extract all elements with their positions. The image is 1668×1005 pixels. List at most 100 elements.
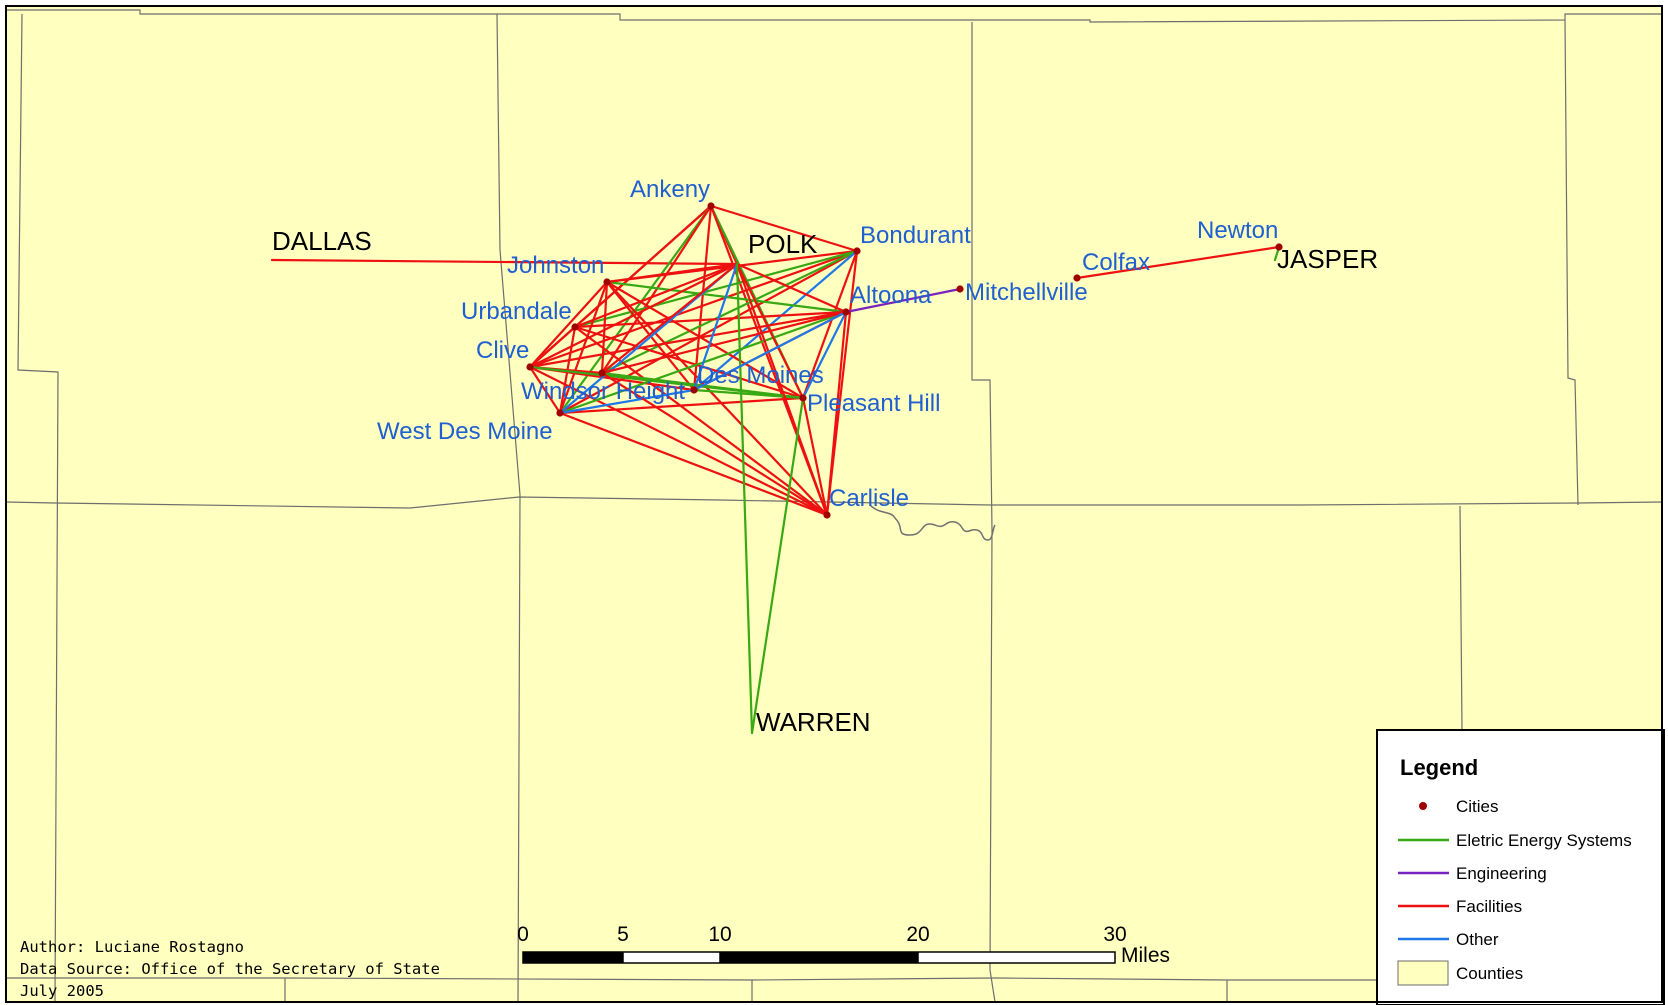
legend-label-counties: Counties (1456, 964, 1523, 983)
connection-other-57 (692, 310, 848, 392)
scale-bar-seg-0-5 (523, 952, 623, 963)
connection-facilities-51 (735, 262, 848, 314)
connection-facilities-41 (558, 411, 829, 517)
county-borders (5, 9, 1663, 1003)
connection-other-49 (692, 262, 739, 392)
scale-unit: Miles (1121, 944, 1170, 967)
city-label-johnston: Johnston (507, 252, 604, 279)
legend-swatch-counties (1397, 960, 1449, 986)
connection-facilities-16 (801, 249, 859, 400)
city-label-colfax: Colfax (1082, 249, 1150, 276)
legend-label-cities: Cities (1456, 797, 1499, 816)
connection-other-43 (558, 388, 696, 415)
connection-facilities-31 (573, 262, 739, 329)
connection-eletric-12 (573, 249, 859, 329)
city-dot-windsor-heights[interactable] (598, 369, 606, 377)
city-label-des-moines: Des Moines (697, 362, 824, 389)
legend-title: Legend (1400, 755, 1478, 780)
connection-eletric-54 (735, 262, 754, 735)
connection-facilities-37 (528, 365, 829, 517)
connection-eletric-14 (600, 249, 859, 375)
scale-tick-10: 10 (708, 923, 731, 946)
connection-facilities-30 (573, 325, 829, 517)
connection-facilities-18 (528, 280, 609, 369)
county-label-dallas: DALLAS (272, 226, 372, 256)
city-label-clive: Clive (476, 337, 529, 364)
credit-source: Data Source: Office of the Secretary of … (20, 960, 440, 978)
city-dot-ankeny[interactable] (707, 202, 715, 210)
city-dot-pleasant-hill[interactable] (799, 394, 807, 402)
city-dot-mitchellville[interactable] (956, 285, 964, 293)
connection-facilities-59 (801, 396, 829, 517)
city-label-mitchellville: Mitchellville (965, 279, 1088, 306)
county-label-warren: WARREN (756, 707, 871, 737)
connection-facilities-29 (573, 325, 805, 400)
city-label-carlisle: Carlisle (829, 485, 909, 512)
city-label-ankeny: Ankeny (630, 176, 710, 203)
connection-facilities-27 (528, 325, 577, 369)
credit-date: July 2005 (20, 982, 104, 1000)
connection-other-55 (801, 310, 848, 400)
city-dot-johnston[interactable] (603, 278, 611, 286)
connection-facilities-9 (709, 204, 859, 253)
scale-bar-seg-10-20 (720, 952, 918, 963)
scale-bar: 0 5 10 20 30 Miles (517, 923, 1170, 967)
connection-facilities-61 (1075, 245, 1281, 280)
connection-facilities-25 (605, 262, 739, 284)
connection-facilities-20 (558, 280, 609, 415)
city-dot-carlisle[interactable] (823, 511, 831, 519)
connection-facilities-0 (270, 258, 739, 266)
city-label-west-des-moines: West Des Moine (377, 418, 553, 445)
city-label-bondurant: Bondurant (860, 222, 971, 249)
map-frame (5, 5, 1663, 1003)
connection-facilities-52 (735, 262, 805, 400)
county-label-jasper: JASPER (1277, 244, 1378, 274)
connection-facilities-5 (600, 204, 713, 375)
connection-eletric-4 (558, 204, 713, 415)
connection-facilities-56 (825, 310, 848, 517)
connection-facilities-26 (573, 310, 848, 329)
connection-facilities-53 (735, 262, 829, 517)
scale-tick-20: 20 (906, 923, 929, 946)
connection-lines (270, 204, 1281, 735)
legend-swatch-cities (1419, 802, 1427, 810)
city-label-altoona: Altoona (850, 282, 932, 309)
connection-eletric-60 (750, 396, 805, 735)
scale-tick-30: 30 (1103, 923, 1126, 946)
connection-engineering-58 (844, 287, 962, 314)
connection-facilities-6 (692, 204, 713, 392)
legend: Legend Cities Eletric Energy Systems Eng… (1376, 729, 1665, 1005)
connection-facilities-40 (558, 396, 805, 415)
legend-label-eletric: Eletric Energy Systems (1456, 831, 1632, 850)
connection-facilities-21 (600, 280, 609, 375)
connection-facilities-32 (528, 310, 848, 369)
legend-label-facilities: Facilities (1456, 897, 1522, 916)
city-dots (526, 202, 1283, 519)
city-dot-west-des-moines[interactable] (556, 409, 564, 417)
legend-box (1376, 729, 1665, 1005)
scale-tick-5: 5 (617, 923, 629, 946)
county-label-polk: POLK (748, 229, 818, 259)
city-dot-clive[interactable] (526, 363, 534, 371)
city-label-urbandale: Urbandale (461, 298, 572, 325)
legend-label-engineering: Engineering (1456, 864, 1547, 883)
connection-facilities-38 (528, 262, 739, 369)
city-dot-des-moines[interactable] (690, 386, 698, 394)
city-label-newton: Newton (1197, 217, 1278, 244)
connection-facilities-46 (600, 310, 848, 375)
connection-other-15 (692, 249, 859, 392)
city-dot-colfax[interactable] (1073, 274, 1081, 282)
connection-facilities-47 (600, 262, 739, 375)
connection-facilities-33 (528, 365, 562, 415)
city-dot-altoona[interactable] (842, 308, 850, 316)
credit-author: Author: Luciane Rostagno (20, 938, 244, 956)
city-label-pleasant-hill: Pleasant Hill (807, 390, 940, 417)
city-dot-newton[interactable] (1275, 243, 1283, 251)
legend-label-other: Other (1456, 930, 1499, 949)
connection-facilities-13 (558, 249, 859, 415)
scale-tick-0: 0 (517, 923, 529, 946)
city-label-windsor-heights: Windsor Height (521, 378, 685, 405)
city-dot-urbandale[interactable] (571, 323, 579, 331)
city-dot-bondurant[interactable] (853, 247, 861, 255)
